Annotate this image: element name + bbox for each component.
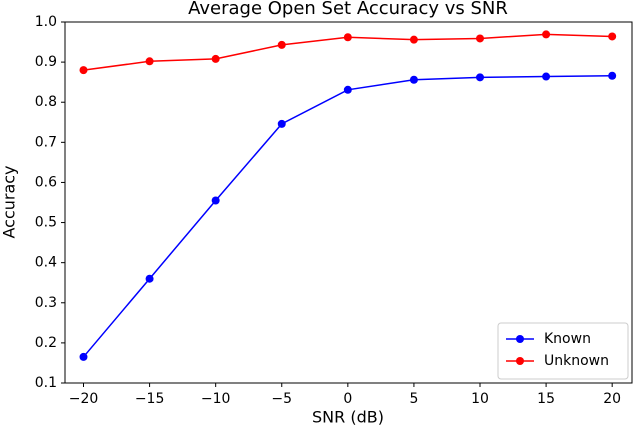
y-tick-label: 0.1 — [35, 375, 57, 391]
x-tick-label: 5 — [409, 391, 418, 407]
x-axis-label: SNR (dB) — [312, 408, 384, 427]
x-tick-label: −15 — [135, 391, 165, 407]
data-point — [343, 33, 352, 42]
x-tick-label: −20 — [69, 391, 99, 407]
y-tick-label: 0.5 — [35, 215, 57, 231]
y-tick-label: 0.3 — [35, 295, 57, 311]
legend-marker — [516, 357, 524, 365]
y-tick-label: 0.6 — [35, 174, 57, 190]
data-point — [343, 85, 352, 94]
plot-frame — [64, 21, 633, 384]
chart-title: Average Open Set Accuracy vs SNR — [188, 0, 508, 19]
data-point — [145, 57, 154, 66]
data-point — [409, 75, 418, 84]
data-point — [409, 35, 418, 44]
y-tick-label: 0.2 — [35, 335, 57, 351]
data-point — [542, 30, 551, 39]
data-point — [211, 196, 220, 205]
legend-marker — [516, 335, 524, 343]
y-tick-label: 0.4 — [35, 255, 57, 271]
y-tick-label: 0.9 — [35, 54, 57, 70]
x-tick-label: −10 — [201, 391, 231, 407]
x-tick-label: 20 — [603, 391, 621, 407]
y-tick-label: 0.7 — [35, 134, 57, 150]
data-point — [277, 119, 286, 128]
data-point — [476, 34, 485, 43]
legend-label: Unknown — [544, 353, 609, 369]
data-point — [608, 71, 617, 80]
series-line — [82, 74, 613, 358]
data-point — [542, 72, 551, 81]
y-tick-label: 1.0 — [35, 14, 57, 30]
legend-box — [497, 322, 629, 380]
data-point — [277, 40, 286, 49]
x-tick-label: 15 — [537, 391, 555, 407]
data-point — [608, 32, 617, 41]
x-tick-label: 10 — [471, 391, 489, 407]
data-point — [79, 66, 88, 75]
y-axis-label: Accuracy — [0, 165, 19, 238]
data-point — [79, 352, 88, 361]
data-point — [476, 73, 485, 82]
x-tick-label: 0 — [343, 391, 352, 407]
y-tick-label: 0.8 — [35, 94, 57, 110]
data-point — [211, 54, 220, 63]
data-point — [145, 274, 154, 283]
x-tick-label: −5 — [271, 391, 292, 407]
legend: Known Unknown — [497, 322, 629, 380]
legend-label: Known — [544, 331, 591, 347]
